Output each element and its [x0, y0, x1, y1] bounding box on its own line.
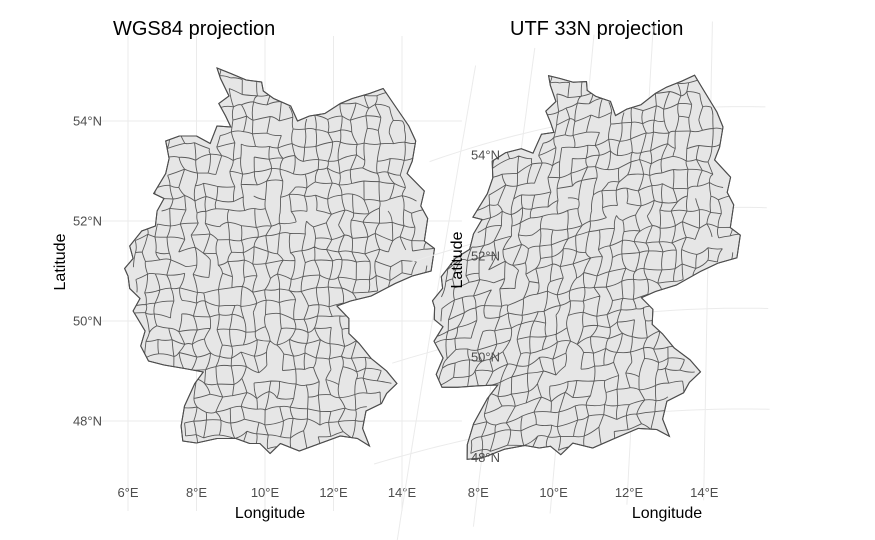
y-tick-label: 54°N	[471, 148, 500, 163]
x-tick-label: 6°E	[117, 485, 138, 500]
x-tick-label: 14°E	[690, 485, 719, 500]
x-tick-label: 8°E	[468, 485, 489, 500]
x-tick-label: 10°E	[539, 485, 568, 500]
x-axis-title: Longitude	[235, 505, 305, 522]
x-tick-label: 10°E	[251, 485, 280, 500]
y-tick-labels: 48°N 50°N 52°N 54°N	[73, 114, 102, 429]
panel-wgs84: WGS84 projection 6°E 8°E 10°E 12°E 14°E 48°N…	[52, 18, 462, 522]
germany-map	[431, 74, 741, 460]
panel-utm33n: UTF 33N projection 8°E 10°E 12°E 14°E 48°N 5…	[373, 18, 770, 540]
district-lines	[129, 68, 435, 452]
y-tick-label: 52°N	[471, 249, 500, 264]
y-tick-labels: 48°N 50°N 52°N 54°N	[471, 148, 500, 465]
y-tick-label: 48°N	[73, 414, 102, 429]
panel-title: WGS84 projection	[113, 18, 275, 40]
x-tick-label: 12°E	[615, 485, 644, 500]
district-borders	[129, 68, 435, 452]
x-tick-labels: 8°E 10°E 12°E 14°E	[468, 485, 719, 500]
y-tick-label: 48°N	[471, 450, 500, 465]
y-tick-label: 50°N	[471, 349, 500, 364]
x-tick-label: 14°E	[388, 485, 417, 500]
y-axis-title: Latitude	[52, 233, 69, 290]
panel-title: UTF 33N projection	[510, 18, 683, 40]
y-tick-label: 50°N	[73, 314, 102, 329]
y-tick-label: 52°N	[73, 214, 102, 229]
x-tick-label: 8°E	[186, 485, 207, 500]
x-axis-title: Longitude	[632, 505, 702, 522]
country-border	[431, 74, 741, 460]
district-lines	[432, 75, 741, 460]
x-tick-label: 12°E	[319, 485, 348, 500]
district-borders	[432, 75, 741, 460]
y-tick-label: 54°N	[73, 114, 102, 129]
x-tick-labels: 6°E 8°E 10°E 12°E 14°E	[117, 485, 416, 500]
germany-map	[123, 67, 436, 455]
y-axis-title: Latitude	[449, 231, 466, 288]
country-border	[123, 67, 436, 455]
